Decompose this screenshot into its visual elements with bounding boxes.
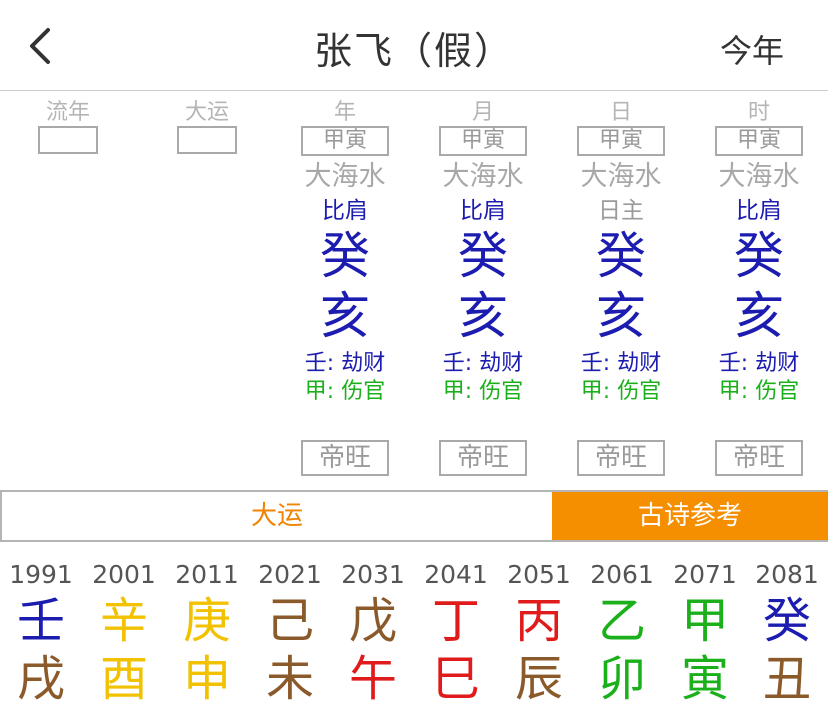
dayun-item[interactable]: 2021 己 未 bbox=[249, 558, 331, 708]
dayun-year: 2041 bbox=[424, 560, 488, 589]
dayun-branch: 辰 bbox=[514, 651, 563, 707]
this-year-button[interactable]: 今年 bbox=[719, 32, 784, 70]
pillar-ten-god: 比肩 bbox=[736, 198, 782, 224]
pillar-header: 时 bbox=[747, 100, 770, 125]
pillar-earthly-branch: 亥 bbox=[458, 287, 508, 345]
pillar-header: 日 bbox=[609, 100, 632, 125]
pillar-ganzhi-box[interactable] bbox=[177, 126, 237, 154]
pillar-nayin: 大海水 bbox=[718, 161, 800, 192]
dayun-item[interactable]: 2051 丙 辰 bbox=[498, 558, 580, 708]
pillar-hidden-stem-2: 甲: 伤官 bbox=[580, 379, 662, 404]
pillar-ganzhi-box[interactable]: 甲寅 bbox=[439, 126, 527, 156]
dayun-item[interactable]: 2061 乙 卯 bbox=[581, 558, 663, 708]
dayun-stem: 辛 bbox=[99, 593, 148, 649]
pillar-hidden-stem-1: 壬: 劫财 bbox=[304, 351, 386, 376]
dayun-stem: 庚 bbox=[182, 593, 231, 649]
pillar-hour: 时 甲寅 大海水 比肩 癸 亥 壬: 劫财 甲: 伤官 bbox=[699, 100, 819, 406]
pillar-nayin: 大海水 bbox=[304, 161, 386, 192]
tab-dayun[interactable]: 大运 bbox=[250, 501, 303, 531]
pillar-ganzhi-box[interactable]: 甲寅 bbox=[577, 126, 665, 156]
pillar-hidden-stem-1: 壬: 劫财 bbox=[718, 351, 800, 376]
pillar-hidden-stem-1: 壬: 劫财 bbox=[580, 351, 662, 376]
pillar-hidden-stem-1: 壬: 劫财 bbox=[442, 351, 524, 376]
pillar-header: 大运 bbox=[184, 100, 229, 125]
dayun-year: 2051 bbox=[507, 560, 571, 589]
dayun-year: 2011 bbox=[175, 560, 239, 589]
pillar-hidden-stem-2: 甲: 伤官 bbox=[718, 379, 800, 404]
dayun-year: 2021 bbox=[258, 560, 322, 589]
pillar-nayin: 大海水 bbox=[580, 161, 662, 192]
dayun-year: 2031 bbox=[341, 560, 405, 589]
pillar-heavenly-stem: 癸 bbox=[458, 227, 508, 285]
dayun-branch: 寅 bbox=[680, 651, 729, 707]
pillar-dayun: 大运 bbox=[147, 100, 267, 154]
pillar-header: 年 bbox=[333, 100, 356, 125]
pillar-hidden-stem-2: 甲: 伤官 bbox=[304, 379, 386, 404]
dayun-item[interactable]: 2081 癸 丑 bbox=[746, 558, 828, 708]
dayun-stem: 丁 bbox=[431, 593, 480, 649]
dayun-branch: 申 bbox=[182, 651, 231, 707]
dayun-stem: 戊 bbox=[348, 593, 397, 649]
pillar-state-box[interactable]: 帝旺 bbox=[301, 440, 389, 476]
dayun-item[interactable]: 2071 甲 寅 bbox=[664, 558, 746, 708]
tab-ancient-poems[interactable]: 古诗参考 bbox=[552, 492, 828, 540]
pillar-ten-god: 比肩 bbox=[322, 198, 368, 224]
dayun-branch: 未 bbox=[265, 651, 314, 707]
dayun-stem: 癸 bbox=[762, 593, 811, 649]
dayun-year: 2081 bbox=[755, 560, 819, 589]
pillar-earthly-branch: 亥 bbox=[596, 287, 646, 345]
pillar-ganzhi-box[interactable]: 甲寅 bbox=[301, 126, 389, 156]
pillar-state-box[interactable]: 帝旺 bbox=[577, 440, 665, 476]
pillar-day: 日 甲寅 大海水 日主 癸 亥 壬: 劫财 甲: 伤官 bbox=[561, 100, 681, 406]
dayun-branch: 卯 bbox=[597, 651, 646, 707]
pillar-month: 月 甲寅 大海水 比肩 癸 亥 壬: 劫财 甲: 伤官 bbox=[423, 100, 543, 406]
dayun-item[interactable]: 2031 戊 午 bbox=[332, 558, 414, 708]
pillar-ten-god: 日主 bbox=[598, 198, 644, 224]
pillar-nayin: 大海水 bbox=[442, 161, 524, 192]
dayun-branch: 午 bbox=[348, 651, 397, 707]
pillar-earthly-branch: 亥 bbox=[320, 287, 370, 345]
dayun-stem: 壬 bbox=[16, 593, 65, 649]
dayun-item[interactable]: 2011 庚 申 bbox=[166, 558, 248, 708]
pillar-heavenly-stem: 癸 bbox=[596, 227, 646, 285]
dayun-year: 1991 bbox=[9, 560, 73, 589]
dayun-year: 2071 bbox=[673, 560, 737, 589]
dayun-branch: 丑 bbox=[762, 651, 811, 707]
dayun-stem: 乙 bbox=[597, 593, 646, 649]
dayun-branch: 戌 bbox=[16, 651, 65, 707]
pillar-state-box[interactable]: 帝旺 bbox=[439, 440, 527, 476]
pillar-ganzhi-box[interactable] bbox=[38, 126, 98, 154]
pillar-ten-god: 比肩 bbox=[460, 198, 506, 224]
pillar-heavenly-stem: 癸 bbox=[734, 227, 784, 285]
dayun-stem: 甲 bbox=[680, 593, 729, 649]
nav-header: 张飞（假） 今年 bbox=[0, 0, 828, 91]
pillar-header: 月 bbox=[471, 100, 494, 125]
pillar-heavenly-stem: 癸 bbox=[320, 227, 370, 285]
pillar-year: 年 甲寅 大海水 比肩 癸 亥 壬: 劫财 甲: 伤官 bbox=[285, 100, 405, 406]
dayun-stem: 丙 bbox=[514, 593, 563, 649]
pillar-liunian: 流年 bbox=[8, 100, 128, 154]
dayun-branch: 酉 bbox=[99, 651, 148, 707]
dayun-item[interactable]: 2001 辛 酉 bbox=[83, 558, 165, 708]
dayun-branch: 巳 bbox=[431, 651, 480, 707]
pillar-state-box[interactable]: 帝旺 bbox=[715, 440, 803, 476]
dayun-year: 2061 bbox=[590, 560, 654, 589]
pillar-hidden-stem-2: 甲: 伤官 bbox=[442, 379, 524, 404]
dayun-stem: 己 bbox=[265, 593, 314, 649]
dayun-year: 2001 bbox=[92, 560, 156, 589]
segmented-control: 大运 古诗参考 bbox=[0, 490, 828, 542]
dayun-item[interactable]: 2041 丁 巳 bbox=[415, 558, 497, 708]
pillar-earthly-branch: 亥 bbox=[734, 287, 784, 345]
page-title: 张飞（假） bbox=[313, 29, 514, 73]
pillar-ganzhi-box[interactable]: 甲寅 bbox=[715, 126, 803, 156]
dayun-item[interactable]: 1991 壬 戌 bbox=[0, 558, 82, 708]
pillar-header: 流年 bbox=[45, 100, 90, 125]
chevron-left-icon[interactable] bbox=[22, 24, 62, 68]
